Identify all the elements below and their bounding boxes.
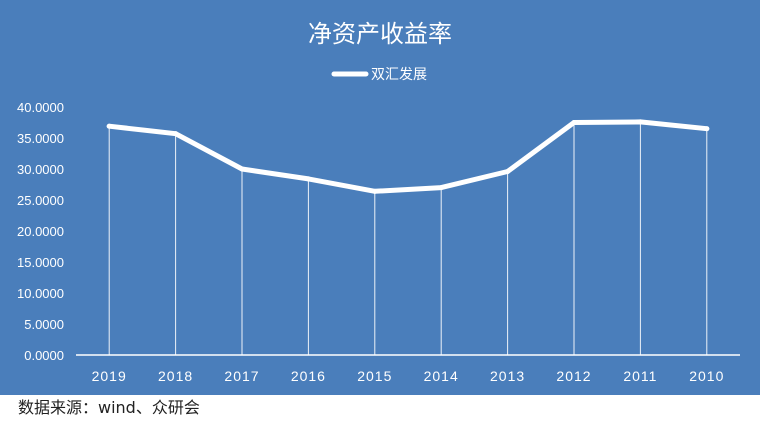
vertical-drop-lines [108,121,708,355]
y-tick-label: 25.0000 [17,193,64,208]
data-point [637,119,643,125]
x-tick-label: 2012 [556,368,591,384]
y-tick-label: 35.0000 [17,131,64,146]
series-shuanghui [106,119,710,194]
data-point [505,168,511,174]
data-point [438,185,444,191]
series-line-shuanghui [106,119,710,194]
source-note: 数据来源：wind、众研会 [18,398,200,417]
legend: 双汇发展 [331,67,427,83]
y-tick-label: 10.0000 [17,286,64,301]
data-point [372,188,378,194]
data-point [305,176,311,182]
data-point [173,131,179,137]
x-axis-tick-labels: 2019 2018 2017 2016 2015 2014 2013 2012 2011 2010 [92,368,724,384]
data-point [239,166,245,172]
x-tick-label: 2014 [424,368,459,384]
legend-label-shuanghui: 双汇发展 [371,67,427,83]
chart-title: 净资产收益率 [308,20,452,48]
y-tick-label: 15.0000 [17,255,64,270]
data-point [106,123,112,129]
x-tick-label: 2016 [291,368,326,384]
y-tick-label: 30.0000 [17,162,64,177]
x-tick-label: 2019 [92,368,127,384]
x-tick-label: 2011 [623,368,657,384]
x-tick-label: 2017 [224,368,259,384]
roe-line-chart: 净资产收益率 双汇发展 0.0000 5.0000 10.0000 15.0000 20… [17,20,740,384]
x-tick-label: 2015 [357,368,392,384]
y-tick-label: 40.0000 [17,100,64,115]
x-tick-label: 2010 [689,368,724,384]
data-point [571,120,577,125]
data-point [704,126,710,132]
x-tick-label: 2013 [490,368,525,384]
y-tick-label: 0.0000 [24,348,64,363]
chart-panel: 净资产收益率 双汇发展 0.0000 5.0000 10.0000 15.0000 20… [0,0,760,395]
y-tick-label: 20.0000 [17,224,64,239]
y-axis-tick-labels: 0.0000 5.0000 10.0000 15.0000 20.0000 25.0000… [17,100,64,363]
y-tick-label: 5.0000 [24,317,64,332]
x-tick-label: 2018 [158,368,193,384]
